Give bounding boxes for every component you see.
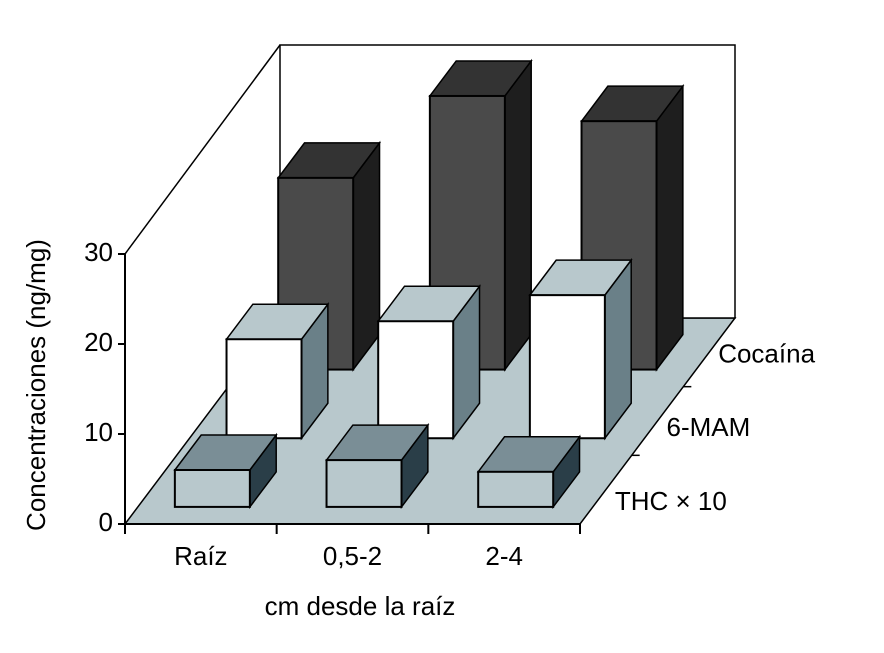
y-axis-title: Concentraciones (ng/mg)	[21, 239, 51, 531]
series-label: THC × 10	[615, 486, 727, 516]
y-tick-label: 30	[84, 237, 113, 267]
series-label: Cocaína	[718, 338, 815, 368]
y-tick-label: 0	[99, 507, 113, 537]
bar	[325, 459, 403, 508]
x-axis-title: cm desde la raíz	[265, 591, 456, 621]
x-tick-label: 0,5-2	[323, 541, 382, 571]
bar-side	[504, 58, 532, 372]
y-tick-label: 10	[84, 417, 113, 447]
bar	[477, 470, 555, 508]
bar	[528, 294, 606, 440]
bar-side	[352, 140, 381, 372]
bar-side	[655, 83, 684, 372]
bar	[377, 320, 455, 440]
series-label: 6-MAM	[667, 412, 751, 442]
y-tick-label: 20	[84, 327, 113, 357]
x-tick-label: Raíz	[174, 541, 227, 571]
bar	[225, 338, 303, 440]
bar	[173, 469, 251, 508]
x-tick-label: 2-4	[485, 541, 523, 571]
side-wall-edge	[124, 44, 281, 255]
